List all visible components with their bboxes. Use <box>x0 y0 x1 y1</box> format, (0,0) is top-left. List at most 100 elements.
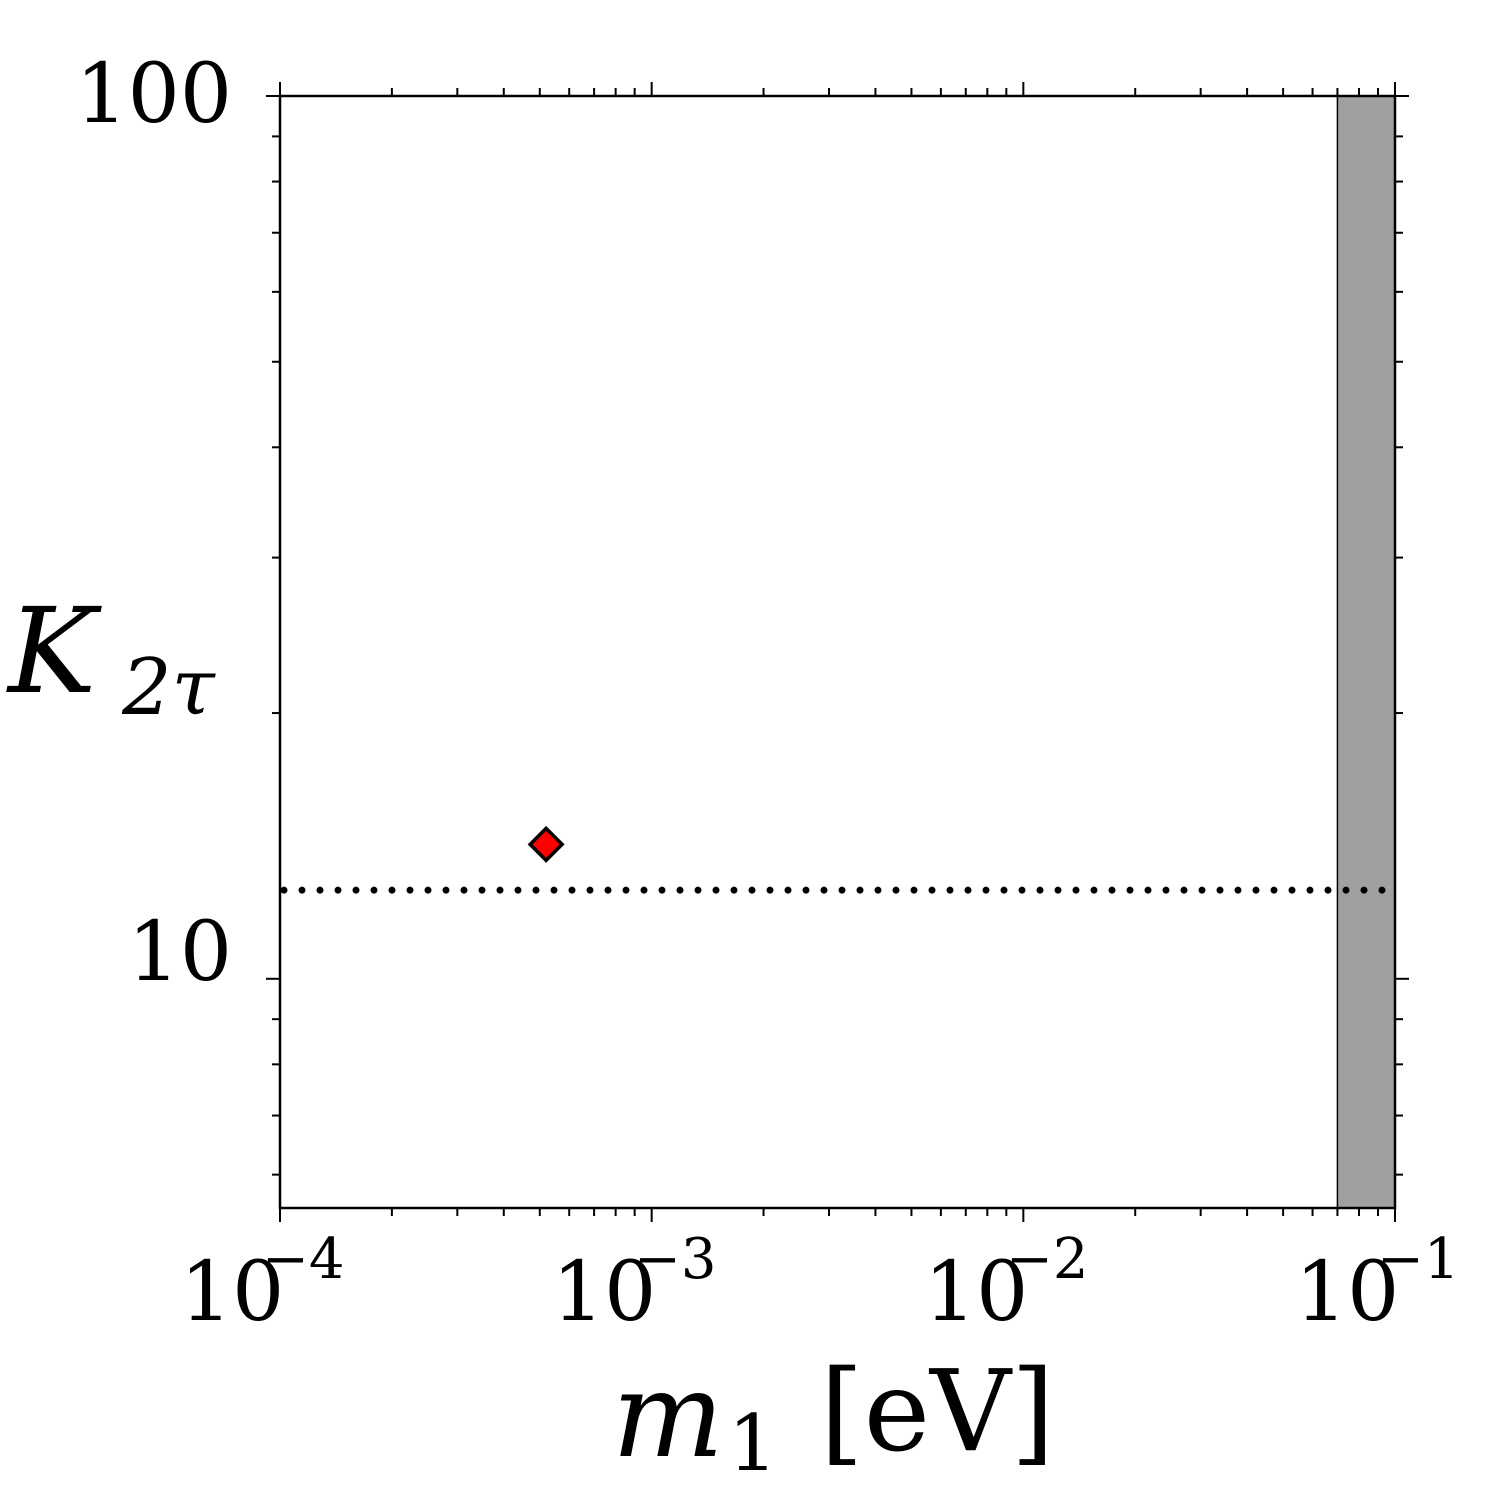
scatter-point <box>1173 0 1195 11</box>
scatter-point <box>1155 0 1177 11</box>
scatter-point <box>890 0 912 11</box>
scatter-point <box>860 0 882 11</box>
scatter-point <box>898 0 920 11</box>
scatter-point <box>992 0 1014 11</box>
scatter-point <box>1240 0 1262 11</box>
scatter-point <box>737 0 759 11</box>
scatter-point <box>1185 0 1207 11</box>
scatter-point <box>1118 0 1140 11</box>
scatter-point <box>940 0 962 11</box>
scatter-point <box>1153 0 1175 11</box>
scatter-point <box>895 0 917 11</box>
scatter-point <box>966 0 988 11</box>
scatter-point <box>612 0 634 11</box>
scatter-point <box>315 0 337 11</box>
scatter-point <box>953 0 975 11</box>
scatter-point <box>1147 0 1169 11</box>
scatter-point <box>1296 0 1318 11</box>
scatter-point <box>1161 0 1183 11</box>
scatter-point <box>1041 0 1063 11</box>
scatter-point <box>978 0 1000 11</box>
scatter-point <box>1289 0 1311 11</box>
scatter-point <box>1270 0 1292 11</box>
scatter-point <box>788 0 810 11</box>
scatter-point <box>1216 0 1238 11</box>
scatter-point <box>1114 0 1136 11</box>
scatter-point <box>600 0 622 11</box>
scatter-point <box>1174 0 1196 11</box>
scatter-point <box>993 0 1015 11</box>
scatter-point <box>1220 0 1242 11</box>
scatter-point <box>1261 0 1283 11</box>
scatter-point <box>477 0 499 11</box>
scatter-point <box>1382 0 1404 11</box>
scatter-point <box>978 0 1000 11</box>
scatter-point <box>939 0 961 11</box>
scatter-point <box>1008 0 1030 11</box>
scatter-point <box>1223 0 1245 11</box>
scatter-point <box>1346 0 1368 11</box>
scatter-point <box>1175 0 1197 11</box>
scatter-point <box>1339 0 1361 11</box>
scatter-point <box>1256 0 1278 11</box>
scatter-point <box>941 0 963 11</box>
scatter-point <box>588 0 610 11</box>
scatter-point <box>411 0 433 11</box>
scatter-point <box>721 0 743 11</box>
scatter-point <box>722 0 744 11</box>
scatter-point <box>1359 0 1381 11</box>
scatter-point <box>944 0 966 11</box>
scatter-point <box>1009 0 1031 11</box>
scatter-point <box>985 0 1007 11</box>
scatter-point <box>636 0 658 11</box>
scatter-point <box>892 0 914 11</box>
scatter-point <box>1121 0 1143 11</box>
scatter-point <box>474 0 496 11</box>
scatter-point <box>851 0 873 11</box>
scatter-point <box>507 0 529 11</box>
scatter-point <box>1118 0 1140 11</box>
scatter-point <box>1023 0 1045 11</box>
scatter-point <box>1352 0 1374 11</box>
scatter-point <box>1354 0 1376 11</box>
scatter-point <box>831 0 853 11</box>
scatter-point <box>1285 0 1307 11</box>
scatter-point <box>975 0 997 11</box>
scatter-point <box>1170 0 1192 11</box>
scatter-point <box>1253 0 1275 11</box>
scatter-point <box>1127 0 1149 11</box>
scatter-point <box>916 0 938 11</box>
scatter-point <box>850 0 872 11</box>
scatter-point <box>1057 0 1079 11</box>
scatter-point <box>1180 0 1202 11</box>
scatter-point <box>642 0 664 11</box>
scatter-point <box>1342 0 1364 11</box>
scatter-point <box>1138 0 1160 11</box>
scatter-point <box>1263 0 1285 11</box>
scatter-point <box>1334 0 1356 11</box>
scatter-point <box>1071 0 1093 11</box>
scatter-point <box>1338 0 1360 11</box>
scatter-point <box>1270 0 1292 11</box>
scatter-point <box>783 0 805 11</box>
scatter-point <box>373 0 395 11</box>
scatter-point <box>989 0 1011 11</box>
scatter-point <box>1313 0 1335 11</box>
scatter-point <box>1248 0 1270 11</box>
scatter-point <box>570 0 592 11</box>
scatter-point <box>588 0 610 11</box>
scatter-point <box>1048 0 1070 11</box>
scatter-point <box>1323 0 1345 11</box>
scatter-point <box>645 0 667 11</box>
scatter-point <box>407 0 429 11</box>
scatter-point <box>743 0 765 11</box>
scatter-point <box>676 0 698 11</box>
scatter-point <box>1153 0 1175 11</box>
scatter-point <box>1278 0 1300 11</box>
scatter-point <box>1230 0 1252 11</box>
scatter-point <box>1043 0 1065 11</box>
scatter-point <box>1025 0 1047 11</box>
scatter-point <box>756 0 778 11</box>
scatter-point <box>1278 0 1300 11</box>
scatter-point <box>1364 0 1386 11</box>
